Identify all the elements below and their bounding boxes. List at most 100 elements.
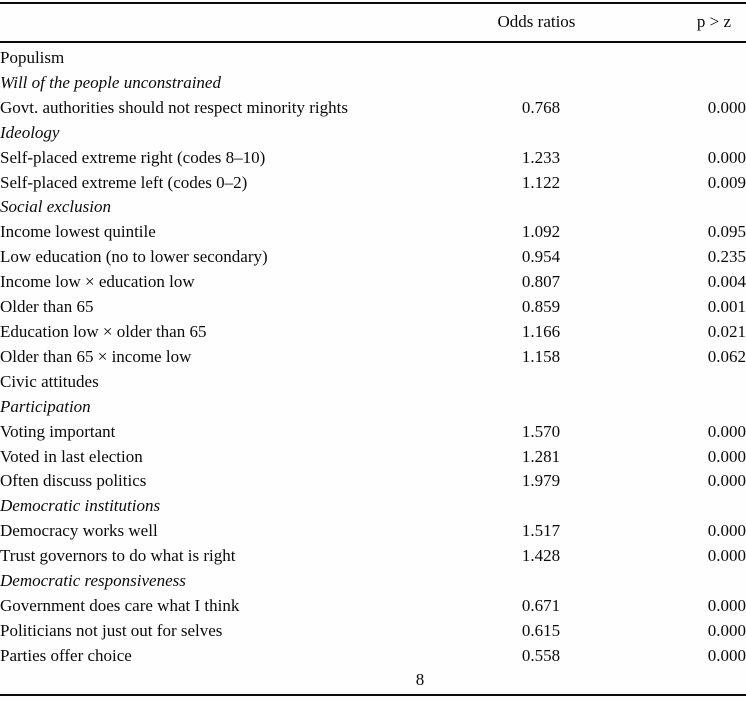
odds-ratio-value — [441, 71, 641, 96]
odds-ratio-value: 0.558 — [521, 645, 561, 665]
table-row: Participation — [0, 395, 746, 420]
p-value — [641, 395, 746, 420]
row-label: Democracy works well — [0, 521, 158, 541]
row-label: Trust governors to do what is right — [0, 546, 236, 566]
p-value: 0.009 — [707, 172, 746, 192]
table-row: Older than 65 × income low 1.158 0.062 — [0, 345, 746, 370]
p-value: 0.000 — [707, 546, 746, 566]
p-value — [641, 370, 746, 395]
p-value — [641, 121, 746, 146]
row-label: Older than 65 × income low — [0, 346, 192, 366]
header-odds-ratios: Odds ratios — [497, 12, 576, 31]
row-label: Democratic institutions — [0, 496, 161, 516]
row-label: Ideology — [0, 122, 60, 142]
row-label: Govt. authorities should not respect min… — [0, 97, 348, 117]
p-value: 0.062 — [707, 346, 746, 366]
row-label: Voting important — [0, 421, 116, 441]
odds-ratio-value: 1.158 — [521, 346, 561, 366]
odds-ratio-value: 0.807 — [521, 272, 561, 292]
p-value: 0.000 — [707, 595, 746, 615]
table-body: Populism Will of the people unconstrained… — [0, 46, 746, 669]
row-label: Older than 65 — [0, 297, 94, 317]
table-row: Social exclusion — [0, 195, 746, 220]
odds-ratio-value: 1.517 — [521, 521, 561, 541]
row-label: Politicians not just out for selves — [0, 620, 223, 640]
odds-ratio-value: 1.122 — [521, 172, 561, 192]
odds-ratio-value: 0.671 — [521, 595, 561, 615]
row-label: Self-placed extreme right (codes 8–10) — [0, 147, 266, 167]
odds-ratio-value: 1.428 — [521, 546, 561, 566]
odds-ratio-value — [441, 195, 641, 220]
table-row: Government does care what I think 0.671 0.… — [0, 594, 746, 619]
p-value: 0.000 — [707, 521, 746, 541]
table-row: Older than 65 0.859 0.001 — [0, 295, 746, 320]
table-row: Self-placed extreme left (codes 0–2) 1.12… — [0, 171, 746, 196]
row-label: Civic attitudes — [0, 371, 99, 391]
row-label: Social exclusion — [0, 197, 111, 217]
table-row: Govt. authorities should not respect min… — [0, 96, 746, 121]
p-value: 0.235 — [707, 247, 746, 267]
table-row: Voting important 1.570 0.000 — [0, 420, 746, 445]
p-value: 0.004 — [707, 272, 746, 292]
odds-ratio-value: 0.954 — [521, 247, 561, 267]
row-label: Self-placed extreme left (codes 0–2) — [0, 172, 248, 192]
table-row: Democratic institutions — [0, 494, 746, 519]
odds-ratio-value: 0.768 — [521, 97, 561, 117]
row-label: Voted in last election — [0, 446, 143, 466]
table-row: Parties offer choice 0.558 0.000 — [0, 644, 746, 669]
table-row: Often discuss politics 1.979 0.000 — [0, 469, 746, 494]
table-row: Low education (no to lower secondary) 0.9… — [0, 245, 746, 270]
odds-ratio-value: 0.859 — [521, 297, 561, 317]
p-value — [641, 71, 746, 96]
table-row: Income lowest quintile 1.092 0.095 — [0, 220, 746, 245]
table-row: Democracy works well 1.517 0.000 — [0, 519, 746, 544]
row-label: Parties offer choice — [0, 645, 132, 665]
table-row: Ideology — [0, 121, 746, 146]
p-value: 0.000 — [707, 446, 746, 466]
odds-ratio-value: 1.092 — [521, 222, 561, 242]
p-value: 0.000 — [707, 620, 746, 640]
p-value: 0.000 — [707, 421, 746, 441]
odds-ratio-value — [441, 46, 641, 71]
header-p-gt-z: p > z — [696, 12, 731, 31]
p-value: 0.000 — [707, 147, 746, 167]
p-value: 0.000 — [707, 645, 746, 665]
odds-ratio-value — [441, 395, 641, 420]
p-value: 0.001 — [707, 297, 746, 317]
p-value — [641, 569, 746, 594]
row-label: Participation — [0, 396, 91, 416]
odds-ratio-value: 1.233 — [521, 147, 561, 167]
odds-ratio-value — [441, 494, 641, 519]
row-label: Income lowest quintile — [0, 222, 156, 242]
table-row: Civic attitudes — [0, 370, 746, 395]
odds-ratio-value: 1.281 — [521, 446, 561, 466]
table-row: Self-placed extreme right (codes 8–10) 1.… — [0, 146, 746, 171]
table-row: Politicians not just out for selves 0.615… — [0, 619, 746, 644]
p-value — [641, 195, 746, 220]
table-row: Voted in last election 1.281 0.000 — [0, 445, 746, 470]
odds-ratio-value: 1.166 — [521, 321, 561, 341]
table-row: Democratic responsiveness — [0, 569, 746, 594]
table-row: Populism — [0, 46, 746, 71]
table-bottom-rule — [0, 694, 746, 696]
p-value: 0.000 — [707, 97, 746, 117]
table-row: Will of the people unconstrained — [0, 71, 746, 96]
table-row: Education low × older than 65 1.166 0.021 — [0, 320, 746, 345]
header-label-spacer — [0, 12, 429, 32]
table-row: Income low × education low 0.807 0.004 — [0, 270, 746, 295]
table-header-rule — [0, 41, 746, 43]
p-value: 0.095 — [707, 222, 746, 242]
row-label: Will of the people unconstrained — [0, 72, 221, 92]
row-label: Populism — [0, 48, 65, 67]
table-row: Trust governors to do what is right 1.428… — [0, 544, 746, 569]
p-value — [641, 494, 746, 519]
p-value: 0.000 — [707, 471, 746, 491]
row-label: Income low × education low — [0, 272, 195, 292]
odds-ratio-value — [441, 370, 641, 395]
row-label: Democratic responsiveness — [0, 571, 186, 591]
row-label: Low education (no to lower secondary) — [0, 247, 268, 267]
row-label: Often discuss politics — [0, 471, 147, 491]
p-value — [641, 46, 746, 71]
p-value: 0.021 — [707, 321, 746, 341]
row-label: Education low × older than 65 — [0, 321, 207, 341]
